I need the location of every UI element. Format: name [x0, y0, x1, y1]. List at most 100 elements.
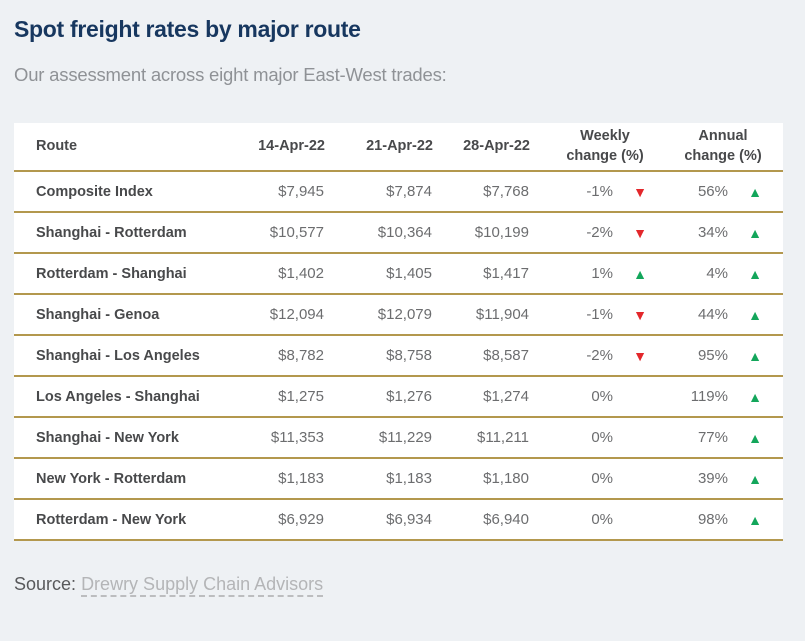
table-row: Shanghai - New York $11,353 $11,229 $11,…	[14, 417, 783, 459]
rate-28apr-cell: $10,199	[474, 224, 529, 242]
rates-table: Route 14-Apr-22 21-Apr-22 28-Apr-22 Week…	[14, 123, 783, 542]
rate-21apr-cell: $12,079	[377, 306, 432, 324]
column-header-route: Route	[36, 137, 78, 154]
source-link[interactable]: Drewry Supply Chain Advisors	[81, 574, 324, 598]
annual-change-cell: 4% ▲	[648, 253, 783, 294]
weekly-change-cell: 1% ▲	[530, 253, 648, 294]
source-label: Source:	[14, 574, 77, 595]
down-triangle-icon: ▼	[633, 183, 647, 200]
up-triangle-icon: ▲	[748, 511, 762, 528]
weekly-change-cell: -1% ▼	[530, 171, 648, 212]
source-line: Source: Drewry Supply Chain Advisors	[14, 574, 783, 598]
page-subtitle: Our assessment across eight major East-W…	[14, 64, 447, 85]
annual-change-cell: 98% ▲	[648, 499, 783, 540]
rate-21apr-cell: $10,364	[377, 224, 432, 242]
weekly-change-cell: -1% ▼	[530, 294, 648, 335]
annual-change-cell: 34% ▲	[648, 212, 783, 253]
rate-21apr-cell: $11,229	[378, 429, 432, 447]
route-cell: Shanghai - Rotterdam	[36, 224, 187, 241]
route-cell: Los Angeles - Shanghai	[36, 388, 200, 405]
annual-change-value: 119%	[690, 388, 728, 406]
column-header-21-apr-22: 21-Apr-22	[366, 137, 433, 154]
up-triangle-icon: ▲	[748, 183, 762, 200]
rate-28apr-cell: $7,768	[483, 183, 529, 201]
rate-28apr-cell: $1,180	[483, 470, 529, 488]
weekly-change-cell: 0%	[530, 376, 648, 417]
route-cell: New York - Rotterdam	[36, 470, 187, 487]
up-triangle-icon: ▲	[748, 306, 762, 323]
rate-14apr-cell: $11,353	[270, 429, 324, 447]
weekly-change-cell: 0%	[530, 499, 648, 540]
annual-change-cell: 44% ▲	[648, 294, 783, 335]
rate-28apr-cell: $8,587	[483, 347, 529, 365]
table-row: New York - Rotterdam $1,183 $1,183 $1,18…	[14, 458, 783, 500]
down-triangle-icon: ▼	[633, 224, 647, 241]
annual-change-value: 4%	[706, 265, 728, 283]
route-cell: Rotterdam - New York	[36, 511, 187, 528]
down-triangle-icon: ▼	[633, 306, 647, 323]
rate-21apr-cell: $8,758	[386, 347, 432, 365]
annual-change-cell: 77% ▲	[648, 417, 783, 458]
weekly-change-value: -2%	[586, 224, 613, 242]
route-cell: Rotterdam - Shanghai	[36, 265, 187, 282]
rate-28apr-cell: $6,940	[483, 511, 529, 529]
rate-14apr-cell: $7,945	[278, 183, 324, 201]
rate-21apr-cell: $1,276	[386, 388, 432, 406]
weekly-change-cell: -2% ▼	[530, 212, 648, 253]
route-cell: Shanghai - Genoa	[36, 306, 160, 323]
up-triangle-icon: ▲	[633, 265, 647, 282]
table-row: Rotterdam - Shanghai $1,402 $1,405 $1,41…	[14, 253, 783, 295]
up-triangle-icon: ▲	[748, 265, 762, 282]
route-cell: Shanghai - New York	[36, 429, 179, 446]
weekly-change-value: 1%	[591, 265, 613, 283]
weekly-change-cell: 0%	[530, 458, 648, 499]
rate-28apr-cell: $1,417	[483, 265, 529, 283]
annual-change-value: 77%	[697, 429, 728, 447]
annual-change-value: 34%	[697, 224, 728, 242]
annual-change-cell: 119% ▲	[648, 376, 783, 417]
column-header-28-apr-22: 28-Apr-22	[463, 137, 530, 154]
rates-table-header: Route 14-Apr-22 21-Apr-22 28-Apr-22 Week…	[14, 123, 783, 172]
table-row: Shanghai - Los Angeles $8,782 $8,758 $8,…	[14, 335, 783, 377]
up-triangle-icon: ▲	[748, 429, 762, 446]
annual-change-cell: 39% ▲	[648, 458, 783, 499]
up-triangle-icon: ▲	[748, 347, 762, 364]
column-header-annual-change: Annual change (%)	[684, 128, 762, 164]
route-cell: Composite Index	[36, 183, 153, 200]
rate-14apr-cell: $6,929	[278, 511, 324, 529]
rate-14apr-cell: $8,782	[278, 347, 324, 365]
rate-28apr-cell: $11,211	[477, 429, 529, 447]
rate-14apr-cell: $1,183	[278, 470, 324, 488]
annual-change-value: 44%	[697, 306, 728, 324]
annual-change-value: 98%	[697, 511, 728, 529]
column-header-weekly-change: Weekly change (%)	[566, 128, 644, 164]
rate-14apr-cell: $10,577	[269, 224, 324, 242]
rate-21apr-cell: $7,874	[386, 183, 432, 201]
freight-rates-panel: Spot freight rates by major route Our as…	[14, 16, 783, 598]
up-triangle-icon: ▲	[748, 224, 762, 241]
weekly-change-value: 0%	[591, 429, 613, 447]
rate-21apr-cell: $1,183	[386, 470, 432, 488]
rates-table-body: Composite Index $7,945 $7,874 $7,768 -1%…	[14, 171, 783, 541]
down-triangle-icon: ▼	[633, 347, 647, 364]
column-header-14-apr-22: 14-Apr-22	[258, 137, 325, 154]
rate-21apr-cell: $6,934	[386, 511, 432, 529]
annual-change-value: 56%	[697, 183, 728, 201]
rate-21apr-cell: $1,405	[386, 265, 432, 283]
weekly-change-cell: 0%	[530, 417, 648, 458]
table-row: Shanghai - Rotterdam $10,577 $10,364 $10…	[14, 212, 783, 254]
page-title: Spot freight rates by major route	[14, 16, 361, 42]
annual-change-cell: 95% ▲	[648, 335, 783, 376]
rate-28apr-cell: $11,904	[475, 306, 529, 324]
rate-28apr-cell: $1,274	[483, 388, 529, 406]
weekly-change-value: -1%	[586, 306, 613, 324]
table-row: Los Angeles - Shanghai $1,275 $1,276 $1,…	[14, 376, 783, 418]
rate-14apr-cell: $12,094	[269, 306, 324, 324]
route-cell: Shanghai - Los Angeles	[36, 347, 200, 364]
annual-change-cell: 56% ▲	[648, 171, 783, 212]
table-row: Shanghai - Genoa $12,094 $12,079 $11,904…	[14, 294, 783, 336]
annual-change-value: 95%	[697, 347, 728, 365]
weekly-change-value: -2%	[586, 347, 613, 365]
weekly-change-value: 0%	[591, 388, 613, 406]
up-triangle-icon: ▲	[748, 470, 762, 487]
